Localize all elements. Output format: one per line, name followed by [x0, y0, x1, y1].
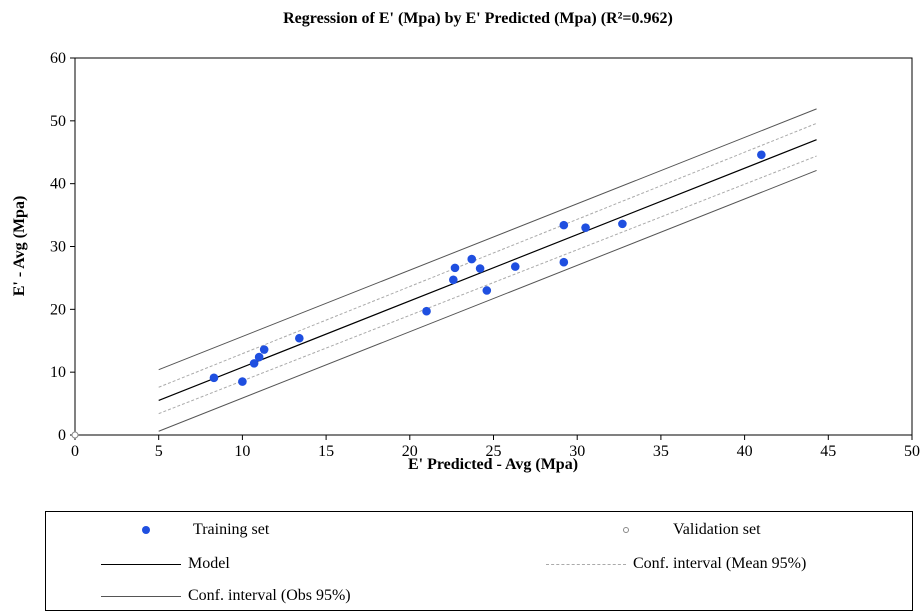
data-points	[71, 150, 766, 439]
x-tick-label: 5	[155, 443, 163, 460]
x-axis: 0 5 10 15 20 25 30 35 40 45 50	[71, 435, 920, 460]
x-tick-label: 50	[904, 443, 920, 460]
y-axis: 0 10 20 30 40 50 60	[50, 50, 75, 444]
training-point	[422, 306, 431, 316]
x-tick-label: 0	[71, 443, 79, 460]
training-point	[249, 359, 259, 368]
conf-mean-line-icon	[546, 554, 626, 574]
y-tick-label: 50	[50, 113, 66, 130]
y-tick-label: 40	[50, 176, 66, 193]
x-tick-label: 15	[318, 443, 334, 460]
y-axis-label: E' - Avg (Mpa)	[11, 196, 28, 297]
x-tick-label: 35	[653, 443, 669, 460]
legend-item-validation: Validation set	[586, 518, 761, 542]
x-tick-label: 30	[569, 443, 585, 460]
validation-marker-icon	[586, 520, 666, 540]
training-point	[559, 257, 569, 267]
y-tick-label: 0	[58, 427, 66, 444]
training-point	[475, 264, 485, 273]
regression-lines	[158, 108, 817, 432]
chart-title: Regression of E' (Mpa) by E' Predicted (…	[283, 10, 673, 27]
training-point	[559, 220, 569, 230]
x-tick-label: 25	[486, 443, 502, 460]
conf-obs-upper-line	[158, 108, 817, 371]
legend-item-conf-obs: Conf. interval (Obs 95%)	[101, 584, 351, 608]
training-point	[209, 373, 219, 383]
conf-obs-lower-line	[158, 170, 817, 432]
training-point	[295, 333, 304, 343]
legend-item-training: Training set	[106, 518, 269, 542]
legend-label-conf-mean: Conf. interval (Mean 95%)	[633, 555, 807, 572]
y-tick-label: 30	[50, 239, 66, 256]
conf-mean-lower-line	[158, 155, 817, 415]
legend-item-conf-mean: Conf. interval (Mean 95%)	[546, 552, 806, 576]
validation-point	[71, 431, 79, 439]
y-tick-label: 10	[50, 364, 66, 381]
legend-label-training: Training set	[193, 521, 270, 538]
conf-mean-upper-line	[158, 122, 817, 388]
x-tick-label: 20	[402, 443, 418, 460]
training-marker-icon	[106, 520, 186, 540]
x-axis-label: E' Predicted - Avg (Mpa)	[408, 456, 578, 473]
legend: Training set Validation set Model Conf. …	[45, 511, 913, 611]
training-point	[757, 150, 766, 160]
training-point	[259, 345, 269, 354]
model-line	[158, 139, 817, 401]
legend-label-validation: Validation set	[673, 521, 761, 538]
model-line-icon	[101, 554, 181, 574]
training-point	[254, 352, 264, 362]
x-tick-label: 40	[737, 443, 753, 460]
training-point	[482, 286, 492, 295]
y-tick-label: 20	[50, 301, 66, 318]
training-point	[618, 219, 627, 229]
training-point	[450, 263, 460, 273]
x-tick-label: 10	[234, 443, 250, 460]
conf-obs-line-icon	[101, 586, 181, 606]
legend-label-conf-obs: Conf. interval (Obs 95%)	[188, 587, 351, 604]
training-point	[467, 254, 477, 264]
legend-label-model: Model	[188, 555, 230, 572]
y-tick-label: 60	[50, 50, 66, 67]
training-point	[449, 275, 458, 285]
training-point	[238, 377, 247, 386]
x-tick-label: 45	[820, 443, 836, 460]
plot-area	[74, 57, 913, 436]
legend-item-model: Model	[101, 552, 230, 576]
regression-chart: Regression of E' (Mpa) by E' Predicted (…	[11, 10, 920, 473]
training-point	[510, 262, 520, 271]
training-point	[581, 223, 590, 232]
